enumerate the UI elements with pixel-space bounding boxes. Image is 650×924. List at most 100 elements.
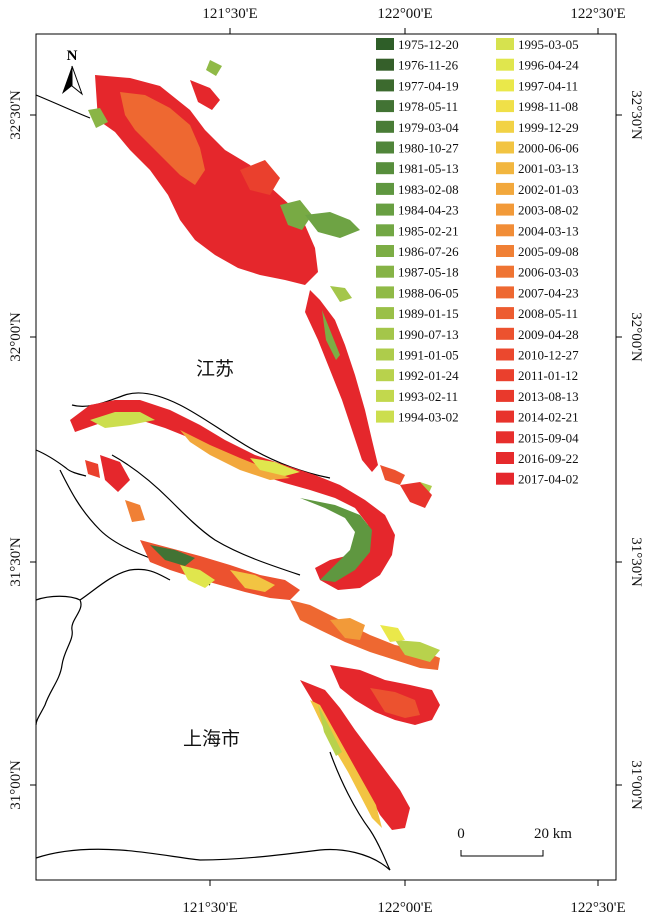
legend-swatch (376, 245, 394, 257)
legend-label: 1985-02-21 (398, 223, 459, 238)
legend-label: 1998-11-08 (518, 99, 578, 114)
legend-swatch (376, 265, 394, 278)
bottom-tick-2: 122°00'E (377, 900, 432, 916)
north-label: N (67, 48, 78, 64)
legend-swatch (496, 348, 514, 361)
legend-swatch (496, 58, 514, 71)
legend-swatch (496, 120, 514, 133)
legend-label: 1978-05-11 (398, 99, 458, 114)
legend-swatch (376, 38, 394, 50)
legend-swatch (496, 431, 514, 444)
legend-label: 1987-05-18 (398, 265, 459, 280)
north-arrow-icon: N (62, 48, 84, 96)
legend-swatch (496, 224, 514, 237)
legend-label: 1981-05-13 (398, 161, 459, 176)
top-tick-2: 122°00'E (377, 6, 432, 22)
legend-swatch (496, 141, 514, 154)
legend-label: 1975-12-20 (398, 37, 459, 52)
legend-swatch (376, 58, 394, 71)
scale-zero-label: 0 (457, 826, 465, 842)
legend-label: 2015-09-04 (518, 430, 579, 445)
left-tick-2: 32°00'N (8, 312, 24, 362)
legend-label: 2002-01-03 (518, 182, 579, 197)
legend-swatch (496, 327, 514, 340)
legend-label: 2000-06-06 (518, 141, 579, 156)
legend-label: 1991-01-05 (398, 348, 459, 363)
left-tick-4: 31°00'N (8, 760, 24, 810)
legend-label: 2009-04-28 (518, 327, 579, 342)
south-shoals (85, 455, 440, 830)
north-shoals (88, 60, 432, 495)
legend-swatch (496, 389, 514, 402)
right-tick-3: 31°30'N (628, 537, 644, 587)
legend-label: 1980-10-27 (398, 141, 459, 156)
legend-swatch (496, 286, 514, 299)
legend-swatch (376, 224, 394, 237)
bottom-tick-3: 122°30'E (570, 900, 625, 916)
map-frame (35, 33, 617, 881)
legend-label: 1995-03-05 (518, 37, 579, 52)
legend-swatch (376, 203, 394, 216)
legend-label: 2004-03-13 (518, 223, 579, 238)
legend-swatch (376, 327, 394, 340)
legend-label: 1977-04-19 (398, 78, 459, 93)
right-tick-1: 32°30'N (628, 90, 644, 140)
legend-label: 2017-04-02 (518, 472, 579, 487)
legend-swatch (496, 369, 514, 382)
legend-swatch (376, 369, 394, 382)
legend-label: 2005-09-08 (518, 244, 579, 259)
legend-swatch (496, 182, 514, 195)
bottom-tick-1: 121°30'E (182, 900, 237, 916)
legend-swatch (376, 79, 394, 92)
legend-swatch (376, 348, 394, 361)
top-tick-3: 122°30'E (570, 6, 625, 22)
legend-swatch (376, 286, 394, 299)
legend-label: 1979-03-04 (398, 120, 459, 135)
legend-swatch (496, 79, 514, 92)
legend-swatch (496, 472, 514, 485)
scale-distance-label: 20 km (534, 826, 572, 842)
tick-marks (30, 28, 622, 886)
legend-label: 1996-04-24 (518, 58, 579, 73)
legend-swatch (376, 120, 394, 133)
legend-swatch (496, 162, 514, 175)
right-tick-4: 31°00'N (628, 760, 644, 810)
legend-swatch (376, 307, 394, 320)
legend-label: 1992-01-24 (398, 368, 459, 383)
legend-label: 2008-05-11 (518, 306, 578, 321)
scale-bar: 0 20 km (457, 826, 572, 857)
legend-label: 2016-09-22 (518, 451, 579, 466)
legend-swatch (496, 265, 514, 278)
region-label-jiangsu: 江苏 (196, 358, 234, 380)
legend-swatch (376, 141, 394, 154)
legend-swatch (496, 203, 514, 216)
coastline-boundaries (35, 94, 391, 871)
legend-label: 1989-01-15 (398, 306, 459, 321)
legend-swatch (376, 410, 394, 423)
legend-label: 1997-04-11 (518, 78, 578, 93)
legend-swatch (496, 307, 514, 320)
left-tick-3: 31°30'N (8, 537, 24, 587)
legend-label: 1984-04-23 (398, 203, 459, 218)
legend-swatch (376, 162, 394, 175)
left-tick-1: 32°30'N (8, 90, 24, 140)
middle-shoals (70, 400, 432, 590)
top-tick-1: 121°30'E (202, 6, 257, 22)
legend-swatch (496, 245, 514, 257)
right-tick-2: 32°00'N (628, 312, 644, 362)
legend-swatch (376, 182, 394, 195)
legend-label: 1976-11-26 (398, 58, 459, 73)
legend-swatch (376, 389, 394, 402)
legend-label: 2014-02-21 (518, 410, 579, 425)
legend-label: 2013-08-13 (518, 389, 579, 404)
legend-label: 2006-03-03 (518, 265, 579, 280)
legend-label: 2001-03-13 (518, 161, 579, 176)
legend-label: 1983-02-08 (398, 182, 459, 197)
region-label-shanghai: 上海市 (183, 728, 240, 750)
legend-swatch (496, 38, 514, 50)
legend-label: 1990-07-13 (398, 327, 459, 342)
legend-label: 2007-04-23 (518, 285, 579, 300)
legend-label: 1988-06-05 (398, 285, 459, 300)
legend-label: 1999-12-29 (518, 120, 579, 135)
